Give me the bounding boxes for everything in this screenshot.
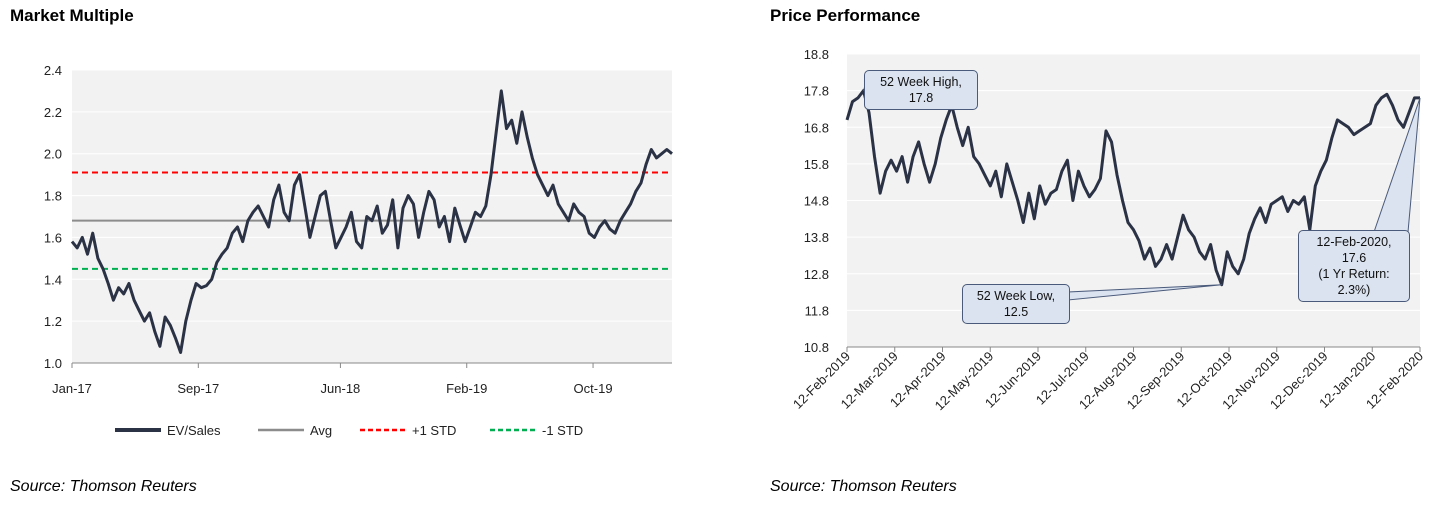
callout-52-week-high: 52 Week High, 17.8 [864, 70, 978, 110]
y-tick-label: 1.6 [44, 230, 62, 245]
market-multiple-title: Market Multiple [10, 6, 134, 25]
y-tick-label: 11.8 [805, 303, 829, 318]
callout-latest-return: 12-Feb-2020, 17.6 (1 Yr Return: 2.3%) [1298, 230, 1410, 302]
legend-label: -1 STD [542, 423, 583, 438]
x-tick-label: Jun-18 [321, 381, 361, 396]
y-tick-label: 13.8 [804, 230, 829, 245]
y-tick-label: 2.0 [44, 147, 62, 162]
legend-label: EV/Sales [167, 423, 221, 438]
x-tick-label: Feb-19 [446, 381, 487, 396]
x-tick-label: Jan-17 [52, 381, 92, 396]
legend-label: +1 STD [412, 423, 456, 438]
legend-label: Avg [310, 423, 332, 438]
ev-sales-series-line [70, 89, 673, 354]
x-tick-label: Oct-19 [574, 381, 613, 396]
y-tick-label: 2.2 [44, 105, 62, 120]
y-tick-label: 1.4 [44, 272, 62, 287]
price-performance-title: Price Performance [770, 6, 921, 25]
y-tick-label: 2.4 [44, 63, 62, 78]
y-tick-label: 12.8 [804, 267, 829, 282]
y-tick-label: 1.2 [44, 314, 62, 329]
callout-52-week-low: 52 Week Low, 12.5 [962, 284, 1070, 324]
y-tick-label: 16.8 [804, 120, 829, 135]
y-tick-label: 17.8 [804, 84, 829, 99]
y-tick-label: 18.8 [804, 47, 829, 62]
y-tick-label: 1.0 [44, 356, 62, 371]
y-tick-label: 10.8 [804, 340, 829, 355]
y-tick-label: 14.8 [804, 194, 829, 209]
y-tick-label: 15.8 [804, 157, 829, 172]
left-source-note: Source: Thomson Reuters [10, 478, 197, 495]
right-source-note: Source: Thomson Reuters [770, 478, 957, 495]
market-multiple-chart: 1.0 1.2 1.4 1.6 1.8 2.0 2.2 2.4 Jan-17 Sep-17 Jun-… [44, 63, 673, 438]
price-series-line [845, 89, 1420, 287]
x-tick-label: Sep-17 [177, 381, 219, 396]
y-tick-label: 1.8 [44, 189, 62, 204]
